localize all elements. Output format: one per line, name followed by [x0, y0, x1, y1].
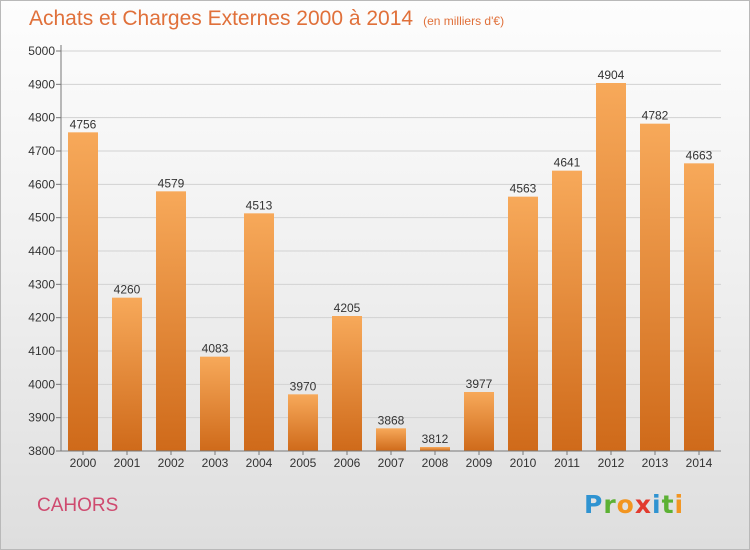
data-label: 4513: [246, 198, 273, 212]
x-tick-label: 2006: [334, 456, 361, 470]
logo-letter: P: [584, 490, 604, 519]
data-label: 3812: [422, 432, 449, 446]
x-tick-label: 2011: [554, 456, 580, 470]
y-tick-label: 3800: [28, 444, 55, 458]
logo-letter: i: [652, 490, 662, 519]
labels: 3800 3900 4000 4100 4200 4300 4400 4500 4600 4700…: [28, 44, 712, 470]
x-tick-label: 2000: [70, 456, 97, 470]
bar: [552, 170, 582, 451]
data-label: 4663: [686, 148, 713, 162]
bar: [376, 428, 406, 451]
logo-letter: i: [674, 490, 685, 519]
y-tick-label: 4000: [28, 377, 55, 391]
x-tick-label: 2009: [466, 456, 493, 470]
data-label: 4579: [158, 176, 185, 190]
data-label: 4563: [510, 182, 537, 196]
bar: [508, 196, 538, 451]
x-tick-label: 2010: [510, 456, 537, 470]
bar: [684, 163, 714, 452]
data-label: 4782: [642, 109, 669, 123]
y-tick-label: 4400: [28, 244, 55, 258]
y-tick-label: 4900: [28, 77, 55, 91]
bars: [68, 83, 714, 452]
bar: [68, 132, 98, 452]
chart-title: Achats et Charges Externes 2000 à 2014 (e…: [29, 7, 504, 31]
bar: [200, 356, 230, 451]
x-tick-label: 2003: [202, 456, 229, 470]
data-label: 3970: [290, 379, 317, 393]
data-label: 4260: [114, 283, 141, 297]
x-tick-label: 2014: [686, 456, 713, 470]
y-tick-label: 4200: [28, 311, 55, 325]
proxiti-logo: Proxiti: [584, 490, 684, 519]
x-tick-label: 2004: [246, 456, 273, 470]
x-tick-label: 2002: [158, 456, 185, 470]
bar: [112, 297, 142, 451]
x-tick-label: 2005: [290, 456, 317, 470]
logo-letter: r: [603, 490, 617, 519]
chart-unit: (en milliers d'€): [423, 14, 505, 28]
bar: [464, 392, 494, 451]
bar: [244, 213, 274, 451]
logo-letter: o: [616, 490, 635, 519]
bar: [332, 316, 362, 451]
y-tick-label: 4300: [28, 277, 55, 291]
bar: [640, 123, 670, 452]
city-name: CAHORS: [37, 495, 119, 516]
data-label: 3868: [378, 413, 405, 427]
y-tick-label: 5000: [28, 44, 55, 58]
x-tick-label: 2008: [422, 456, 449, 470]
bar: [420, 447, 450, 451]
axes: [56, 45, 721, 455]
x-tick-label: 2013: [642, 456, 669, 470]
data-label: 4756: [70, 117, 97, 131]
y-tick-label: 4500: [28, 211, 55, 225]
y-tick-label: 4800: [28, 111, 55, 125]
logo-letter: t: [661, 490, 675, 519]
x-tick-label: 2001: [114, 456, 141, 470]
logo-letter: x: [634, 490, 652, 519]
x-tick-label: 2007: [378, 456, 405, 470]
x-tick-label: 2012: [598, 456, 625, 470]
data-label: 4641: [554, 156, 581, 170]
bar: [288, 394, 318, 451]
bar: [156, 191, 186, 452]
data-label: 4083: [202, 342, 229, 356]
y-tick-label: 4700: [28, 144, 55, 158]
bar: [596, 83, 626, 451]
chart-title-main: Achats et Charges Externes 2000 à 2014: [29, 7, 414, 30]
y-tick-label: 4600: [28, 177, 55, 191]
data-label: 4205: [334, 301, 361, 315]
y-tick-label: 4100: [28, 344, 55, 358]
data-label: 3977: [466, 377, 493, 391]
data-label: 4904: [598, 68, 625, 82]
y-tick-label: 3900: [28, 411, 55, 425]
